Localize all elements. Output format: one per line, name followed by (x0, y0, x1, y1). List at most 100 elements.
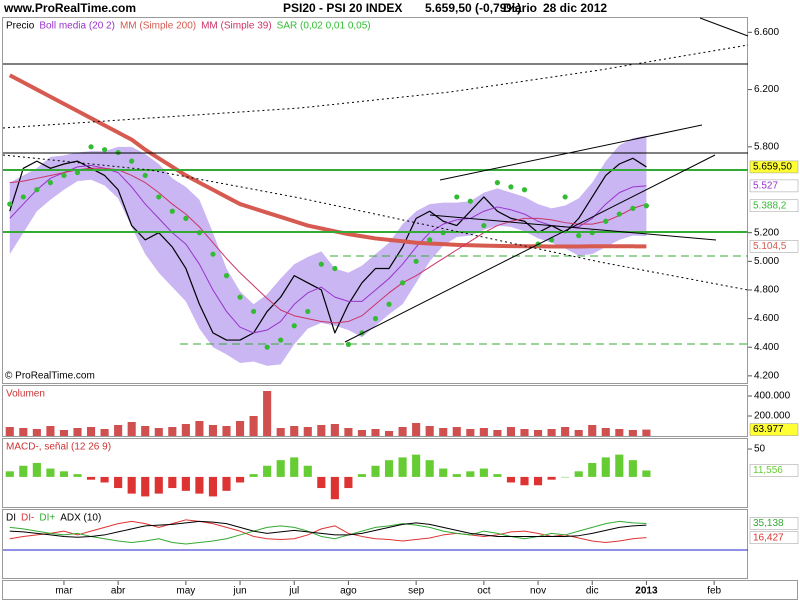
trend-line (699, 17, 749, 37)
bar (371, 429, 380, 436)
x-tick-label: mar (55, 586, 73, 597)
adx-panel (2, 509, 748, 579)
y-tick-label: 400.000 (754, 391, 791, 402)
bar (263, 465, 272, 477)
panel-title: Volumen (6, 389, 45, 400)
bar (127, 476, 136, 494)
sar-dot (616, 211, 622, 217)
sar-dot (223, 273, 230, 279)
x-tick-label: abr (111, 586, 126, 597)
quote: 5.659,50 (-0,79%) (425, 1, 521, 15)
sar-dot (494, 180, 501, 186)
bar (357, 430, 367, 436)
bar (59, 430, 69, 436)
sar-dot (318, 261, 324, 267)
bar (357, 474, 367, 477)
bar (628, 430, 637, 436)
value-label: 5.104,5 (753, 241, 787, 252)
sar-dot (7, 201, 13, 207)
sar-dot (210, 251, 216, 257)
bar (141, 476, 150, 497)
sar-dot (305, 308, 311, 315)
value-label-box (749, 179, 799, 193)
x-tick-label: sep (408, 586, 425, 597)
value-label: 11,556 (753, 465, 783, 476)
bar (5, 471, 14, 477)
value-label-box (749, 464, 799, 477)
bar (46, 468, 55, 477)
bar (601, 428, 610, 436)
sar-dot (156, 194, 162, 200)
sar-dot (250, 308, 257, 315)
bar (615, 429, 624, 436)
sar-dot (183, 215, 189, 221)
bar (249, 474, 258, 477)
sar-dot (454, 194, 460, 200)
bar (479, 468, 488, 477)
legend-entry: MM (Simple 39) (201, 21, 272, 32)
x-tick-label: oct (477, 586, 491, 597)
trend-drawings (2, 17, 749, 345)
legend-entry: ADX (10) (60, 513, 101, 524)
bar (642, 429, 651, 436)
bar (574, 471, 583, 477)
y-tick-label: 6.600 (754, 27, 779, 38)
bar (73, 474, 82, 477)
price-panel (2, 17, 748, 384)
bar (330, 424, 339, 436)
bar (154, 428, 163, 436)
bar (398, 457, 407, 477)
bar (276, 428, 285, 436)
trend-line (429, 214, 717, 241)
series-line (9, 519, 647, 543)
bar (330, 476, 339, 500)
bar (276, 460, 285, 477)
bar (222, 476, 231, 491)
sar-dot (521, 187, 528, 193)
series-line (9, 520, 647, 538)
bar (249, 416, 258, 436)
bar (317, 425, 326, 436)
bar (154, 476, 163, 494)
y-tick-label: 4.400 (754, 342, 779, 353)
bar (290, 426, 299, 436)
bar (141, 426, 150, 436)
value-label: 5.388,2 (753, 200, 787, 211)
y-tick-label: 50 (754, 444, 766, 455)
bar (588, 425, 597, 436)
bar (290, 457, 299, 477)
data-layer (5, 73, 651, 545)
panel-title: MACD-, señal (12 26 9) (6, 442, 111, 453)
bar (235, 476, 245, 483)
bar (561, 427, 570, 436)
date: 28 dic 2012 (543, 1, 607, 15)
x-tick-label: 2013 (635, 586, 658, 597)
bar (412, 454, 421, 477)
bar (412, 423, 421, 436)
labels-layer: 4.200 4.400 4.600 4.800 5.000 5.200 5.800 6.200… (5, 21, 799, 597)
sar-dot (142, 172, 148, 179)
bar (73, 428, 82, 436)
bar (533, 430, 543, 436)
bar (46, 426, 55, 436)
bar (506, 476, 516, 483)
sar-dot (630, 205, 636, 211)
x-tick-label: feb (707, 586, 721, 597)
legend-entry: DI- (21, 513, 34, 524)
bar (32, 429, 41, 436)
value-label: 63.977 (753, 424, 784, 435)
bar (601, 457, 610, 477)
bar (168, 427, 177, 436)
bar (127, 422, 136, 436)
sar-dot (643, 203, 650, 209)
dotted-curve (2, 44, 749, 129)
bar (195, 476, 204, 494)
legend-entry: Precio (6, 21, 35, 32)
value-label-box (749, 531, 799, 544)
bar (303, 465, 312, 477)
sar-dot (278, 337, 284, 343)
header-bar (0, 0, 800, 17)
legend-entry: MM (Simple 200) (120, 21, 196, 32)
value-label: 5.527 (753, 181, 778, 192)
